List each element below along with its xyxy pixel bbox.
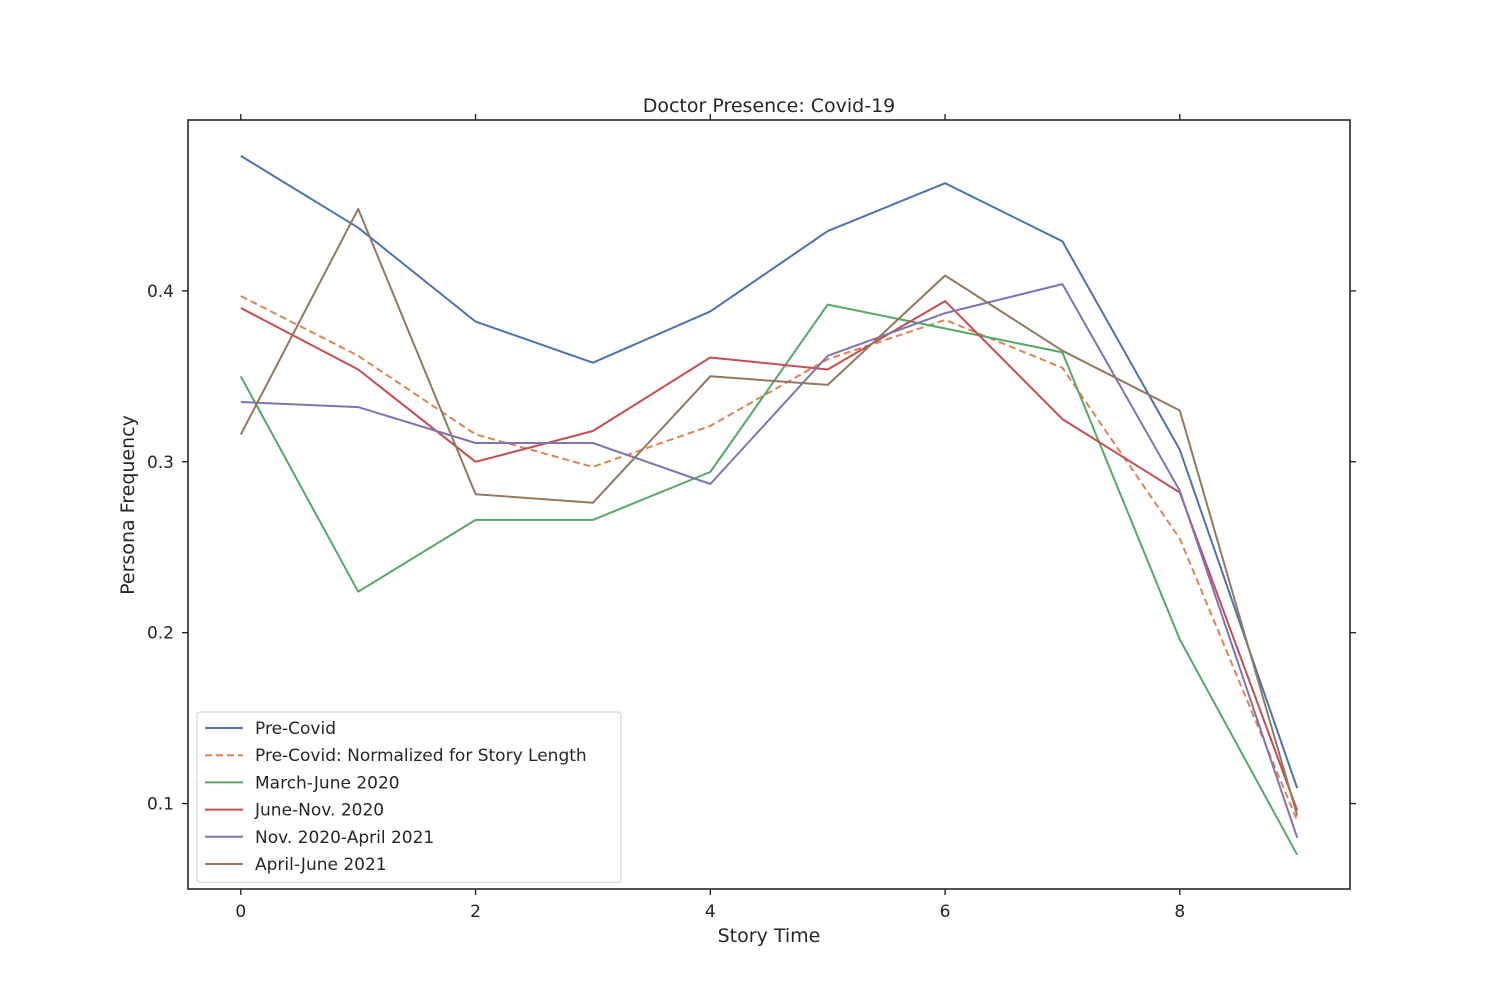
series-line-3	[239, 303, 1299, 856]
x-tick-label: 0	[235, 902, 246, 922]
legend-label: June-Nov. 2020	[254, 801, 384, 821]
legend-label: Pre-Covid	[255, 719, 336, 739]
axis-ticks: 0 2 4 6 8 0.1 0.2 0.3 0.4	[147, 114, 1356, 922]
plot-area	[239, 155, 1299, 856]
y-tick-label: 0.1	[147, 795, 174, 815]
y-tick-label: 0.3	[147, 453, 174, 473]
plot-frame	[187, 119, 1351, 890]
series-line-2	[240, 295, 1299, 821]
x-tick-label: 2	[470, 902, 481, 922]
legend-label: March-June 2020	[255, 773, 400, 793]
legend-label: April-June 2021	[255, 855, 387, 875]
y-tick-label: 0.2	[147, 624, 174, 644]
y-tick-label: 0.4	[147, 282, 174, 302]
legend: Pre-Covid Pre-Covid: Normalized for Story…	[196, 711, 622, 883]
legend-label: Nov. 2020-April 2021	[255, 828, 434, 848]
x-tick-label: 4	[705, 902, 716, 922]
x-tick-label: 8	[1174, 902, 1185, 922]
legend-box	[196, 711, 622, 883]
chart-title: Doctor Presence: Covid-19	[643, 95, 896, 117]
x-axis-label: Story Time	[718, 925, 821, 947]
series-line-1	[240, 155, 1299, 789]
y-axis-label: Persona Frequency	[117, 415, 139, 595]
x-tick-label: 6	[940, 902, 951, 922]
series-line-4	[240, 300, 1299, 811]
legend-label: Pre-Covid: Normalized for Story Length	[255, 746, 587, 766]
series-line-6	[239, 207, 1299, 816]
series-line-5	[240, 283, 1299, 839]
